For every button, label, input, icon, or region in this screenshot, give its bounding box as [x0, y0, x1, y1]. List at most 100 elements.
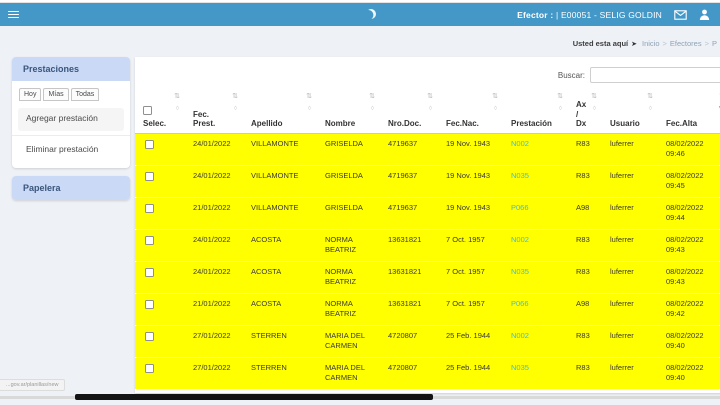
column-label-nombre: Nombre	[325, 119, 356, 129]
row-select-cell[interactable]	[135, 262, 185, 293]
row-select-cell[interactable]	[135, 326, 185, 357]
prestacion-code-link[interactable]: N035	[511, 267, 529, 276]
sort-secondary-icon[interactable]: ◊	[649, 106, 652, 112]
row-select-cell[interactable]	[135, 134, 185, 165]
sort-icon[interactable]: ⇅	[492, 93, 498, 100]
sort-icon[interactable]: ⇅	[369, 93, 375, 100]
row-checkbox[interactable]	[145, 236, 154, 245]
sort-secondary-icon[interactable]: ◊	[593, 106, 596, 112]
hamburger-menu-icon[interactable]	[8, 9, 19, 20]
sidebar-tab-mías[interactable]: Mías	[43, 88, 69, 101]
fec-prest-cell: 27/01/2022	[193, 363, 231, 372]
row-checkbox[interactable]	[145, 140, 154, 149]
sort-icon[interactable]: ⇅	[647, 93, 653, 100]
column-header-apellido[interactable]: ⇅ ◊ Apellido	[243, 88, 317, 133]
nombre-cell: GRISELDA	[325, 139, 363, 148]
breadcrumb-link-efectores[interactable]: Efectores	[669, 39, 702, 48]
column-label-apellido: Apellido	[251, 119, 283, 129]
column-header-fec-alta[interactable]: ⇅▼Fec.Alta	[658, 88, 720, 133]
sort-secondary-icon[interactable]: ◊	[176, 106, 179, 112]
select-all-checkbox[interactable]	[143, 106, 152, 116]
fec-alta-cell: 08/02/2022 09:43	[666, 267, 704, 286]
fec-alta-cell: 08/02/2022 09:44	[666, 203, 704, 222]
sort-icon[interactable]: ⇅	[557, 93, 563, 100]
fec-nac-cell: 19 Nov. 1943	[446, 203, 491, 212]
breadcrumb-link-inicio[interactable]: Inicio	[642, 39, 660, 48]
envelope-icon[interactable]	[674, 9, 687, 20]
prestaciones-panel: Prestaciones Hoy Mías Todas Agregar presta…	[12, 57, 130, 168]
nro-doc-cell: 13631821	[388, 299, 422, 308]
row-checkbox[interactable]	[145, 332, 154, 341]
nro-doc-cell: 4719637	[388, 203, 418, 212]
breadcrumb-links: Inicio > Efectores > P	[640, 39, 719, 48]
row-checkbox[interactable]	[145, 204, 154, 213]
apellido-cell: STERREN	[251, 331, 287, 340]
fec-nac-cell: 7 Oct. 1957	[446, 299, 485, 308]
ax-dx-cell: R83	[576, 171, 590, 180]
link-status-tooltip: ...gov.ar/planillas/new	[0, 379, 66, 391]
sort-icon[interactable]: ⇅	[306, 93, 312, 100]
breadcrumb-link-p[interactable]: P	[711, 39, 717, 48]
sort-icon[interactable]: ⇅	[232, 93, 238, 100]
sidebar: Prestaciones Hoy Mías Todas Agregar presta…	[12, 57, 130, 200]
row-checkbox[interactable]	[145, 300, 154, 309]
column-header-fec-prest[interactable]: ⇅ ◊ Fec. Prest.	[185, 88, 243, 133]
row-select-cell[interactable]	[135, 294, 185, 325]
table-row: 24/01/2022 VILLAMONTE GRISELDA 4719637 19 No…	[135, 166, 720, 198]
sidebar-section-prestaciones[interactable]: Prestaciones	[12, 57, 130, 81]
row-checkbox[interactable]	[145, 172, 154, 181]
topbar: Efector : | E00051 - SELIG GOLDIN	[0, 3, 720, 26]
column-label-fec-prest: Fec. Prest.	[193, 109, 216, 129]
sort-secondary-icon[interactable]: ◊	[234, 106, 237, 112]
prestacion-code-link[interactable]: P066	[511, 299, 529, 308]
sort-secondary-icon[interactable]: ◊	[429, 106, 432, 112]
column-header-selec[interactable]: ⇅ ◊ Selec.	[135, 88, 185, 133]
sort-icon[interactable]: ⇅	[174, 93, 180, 100]
prestacion-code-link[interactable]: N035	[511, 171, 529, 180]
column-label-fec-nac: Fec.Nac.	[446, 119, 479, 129]
breadcrumb: Usted esta aquí ➤ Inicio > Efectores > P	[0, 39, 720, 48]
row-select-cell[interactable]	[135, 358, 185, 389]
column-header-prestacion[interactable]: ⇅ ◊ Prestación	[503, 88, 568, 133]
row-checkbox[interactable]	[145, 268, 154, 277]
sort-secondary-icon[interactable]: ◊	[559, 106, 562, 112]
sort-icon[interactable]: ⇅	[427, 93, 433, 100]
fec-prest-cell: 24/01/2022	[193, 235, 231, 244]
sidebar-tab-hoy[interactable]: Hoy	[19, 88, 42, 101]
column-header-fec-nac[interactable]: ⇅ ◊ Fec.Nac.	[438, 88, 503, 133]
fec-prest-cell: 21/01/2022	[193, 203, 231, 212]
usuario-cell: luferrer	[610, 267, 634, 276]
sort-desc-active-icon[interactable]: ▼	[718, 105, 720, 113]
prestacion-code-link[interactable]: N002	[511, 139, 529, 148]
prestaciones-panel-body: Hoy Mías Todas Agregar prestación Eliminar…	[12, 81, 130, 168]
usuario-cell: luferrer	[610, 235, 634, 244]
row-select-cell[interactable]	[135, 230, 185, 261]
sort-icon[interactable]: ⇅	[591, 93, 597, 100]
prestacion-code-link[interactable]: N002	[511, 235, 529, 244]
nro-doc-cell: 4719637	[388, 139, 418, 148]
sort-secondary-icon[interactable]: ◊	[308, 106, 311, 112]
fec-nac-cell: 25 Feb. 1944	[446, 363, 491, 372]
search-input[interactable]	[590, 67, 720, 83]
apellido-cell: ACOSTA	[251, 235, 282, 244]
sidebar-tabs: Hoy Mías Todas	[12, 81, 130, 105]
sort-secondary-icon[interactable]: ◊	[371, 106, 374, 112]
sidebar-section-papelera[interactable]: Papelera	[12, 175, 130, 200]
row-checkbox[interactable]	[145, 364, 154, 373]
person-icon[interactable]	[699, 9, 710, 20]
column-header-ax-dx[interactable]: ⇅ ◊ Ax / Dx	[568, 88, 602, 133]
sort-secondary-icon[interactable]: ◊	[494, 106, 497, 112]
row-select-cell[interactable]	[135, 198, 185, 229]
prestacion-code-link[interactable]: P066	[511, 203, 529, 212]
ax-dx-cell: R83	[576, 331, 590, 340]
horizontal-scrollbar-thumb[interactable]	[75, 394, 433, 400]
column-header-usuario[interactable]: ⇅ ◊ Usuario	[602, 88, 658, 133]
column-header-nombre[interactable]: ⇅ ◊ Nombre	[317, 88, 380, 133]
sidebar-item-agregar-prestacion[interactable]: Agregar prestación	[18, 108, 124, 131]
sidebar-item-eliminar-prestacion[interactable]: Eliminar prestación	[26, 143, 99, 154]
prestacion-code-link[interactable]: N035	[511, 363, 529, 372]
sidebar-tab-todas[interactable]: Todas	[70, 88, 100, 101]
prestacion-code-link[interactable]: N002	[511, 331, 529, 340]
row-select-cell[interactable]	[135, 166, 185, 197]
column-header-nro-doc[interactable]: ⇅ ◊ Nro.Doc.	[380, 88, 438, 133]
